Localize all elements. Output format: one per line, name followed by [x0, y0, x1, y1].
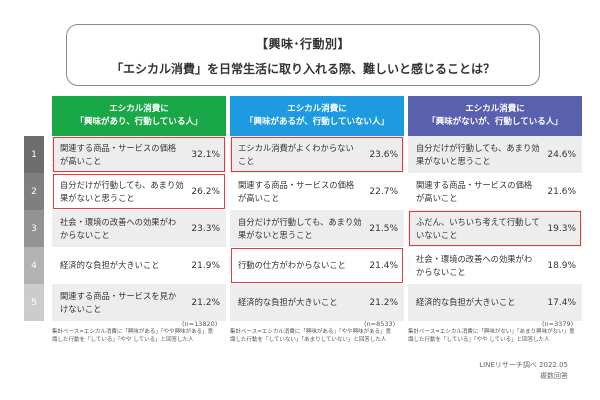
column-header-line2: 「興味があるが、行動していない人」	[244, 117, 390, 127]
column-header: エシカル消費に 「興味があるが、行動していない人」	[230, 96, 404, 136]
row-label: 自分だけが行動しても、あまり効 果がないと思うこと	[238, 217, 362, 240]
row-label: 関連する商品・サービスの価格 が高いこと	[238, 180, 355, 203]
rank-2: 2	[24, 173, 44, 210]
row-value: 18.9%	[547, 260, 576, 271]
column-header: エシカル消費に 「興味があり、行動している人」	[52, 96, 226, 136]
answer-type: 複数回答	[540, 372, 568, 381]
column-header-line1: エシカル消費に	[109, 104, 169, 115]
source-line: LINEリサーチ調べ 2022.05	[479, 361, 568, 369]
row-label: 社会・環境の改善への効果がわ からないこと	[60, 217, 177, 240]
table-row: 自分だけが行動しても、あまり効 果がないと思うこと 26.2%	[52, 173, 226, 210]
table-row: 社会・環境の改善への効果がわ からないこと 23.3%	[52, 210, 226, 247]
table-row: 行動の仕方がわからないこと 21.4%	[230, 247, 404, 284]
row-value: 23.6%	[369, 149, 398, 160]
row-label: 行動の仕方がわからないこと	[238, 260, 346, 271]
table-row: 自分だけが行動しても、あまり効 果がないと思うこと 24.6%	[408, 136, 582, 173]
table-row: 経済的な負担が大きいこと 21.2%	[230, 284, 404, 321]
column-not-interested-acting: エシカル消費に 「興味がないが、行動している人」 自分だけが行動しても、あまり効…	[408, 96, 582, 321]
column-header: エシカル消費に 「興味がないが、行動している人」	[408, 96, 582, 136]
row-value: 17.4%	[547, 297, 576, 308]
row-label: 社会・環境の改善への効果がわ からないこと	[416, 254, 533, 277]
title-category: 【興味･行動別】	[255, 37, 350, 51]
row-value: 26.2%	[191, 186, 220, 197]
row-value: 21.6%	[547, 186, 576, 197]
table-row: 関連する商品・サービスの価格 が高いこと 21.6%	[408, 173, 582, 210]
row-label: 関連する商品・サービスの価格 が高いこと	[60, 143, 177, 166]
rank-1: 1	[24, 136, 44, 173]
row-label: 関連する商品・サービスの価格 が高いこと	[416, 180, 533, 203]
column-interested-not-acting: エシカル消費に 「興味があるが、行動していない人」 エシカル消費がよくわからない…	[230, 96, 404, 321]
column-interested-acting: エシカル消費に 「興味があり、行動している人」 関連する商品・サービスの価格 が高…	[52, 96, 226, 321]
table-row: 関連する商品・サービスの価格 が高いこと 22.7%	[230, 173, 404, 210]
row-label: 経済的な負担が大きいこと	[60, 260, 160, 271]
title-box: 【興味･行動別】 「エシカル消費」を日常生活に取り入れる際、難しいと感じることは…	[66, 24, 540, 86]
row-value: 23.3%	[191, 223, 220, 234]
sample-size-col1: (n=13820)	[182, 320, 218, 328]
table-row: 自分だけが行動しても、あまり効 果がないと思うこと 21.5%	[230, 210, 404, 247]
sample-size-col3: (n=3379)	[542, 320, 574, 328]
row-value: 21.2%	[369, 297, 398, 308]
rank-5: 5	[24, 284, 44, 321]
row-value: 21.2%	[191, 297, 220, 308]
rank-3: 3	[24, 210, 44, 247]
row-value: 19.3%	[547, 223, 576, 234]
row-label: 自分だけが行動しても、あまり効 果がないと思うこと	[416, 143, 540, 166]
column-header-line2: 「興味がないが、行動している人」	[427, 117, 563, 127]
row-value: 22.7%	[369, 186, 398, 197]
row-value: 21.5%	[369, 223, 398, 234]
footnote-col1: 集計ベース=エシカル消費に「興味がある」「やや興味がある」意 識した行動を「して…	[52, 329, 214, 344]
footnote-col3: 集計ベース=エシカル消費に「興味がない」「あまり興味がない」意 識した行動を「し…	[408, 329, 575, 344]
table-row: 社会・環境の改善への効果がわ からないこと 18.9%	[408, 247, 582, 284]
table-row: 経済的な負担が大きいこと 21.9%	[52, 247, 226, 284]
table-row: エシカル消費がよくわからない こと 23.6%	[230, 136, 404, 173]
footnote-col2: 集計ベース=エシカル消費に「興味がある」「やや興味がある」意 識した行動を「して…	[230, 329, 392, 344]
row-label: ふだん、いちいち考えて行動して いないこと	[416, 217, 540, 240]
table-row: 経済的な負担が大きいこと 17.4%	[408, 284, 582, 321]
table-row: 関連する商品・サービスを見か けないこと 21.2%	[52, 284, 226, 321]
column-header-line1: エシカル消費に	[465, 104, 525, 115]
row-label: エシカル消費がよくわからない こと	[238, 143, 354, 166]
table-row: 関連する商品・サービスの価格 が高いこと 32.1%	[52, 136, 226, 173]
table-row: ふだん、いちいち考えて行動して いないこと 19.3%	[408, 210, 582, 247]
rank-column: 1 2 3 4 5	[24, 96, 44, 321]
row-value: 32.1%	[191, 149, 220, 160]
row-value: 21.9%	[191, 260, 220, 271]
row-label: 経済的な負担が大きいこと	[416, 297, 516, 308]
row-label: 経済的な負担が大きいこと	[238, 297, 338, 308]
column-header-line1: エシカル消費に	[287, 104, 347, 115]
title-question: 「エシカル消費」を日常生活に取り入れる際、難しいと感じることは？	[110, 62, 495, 76]
rank-4: 4	[24, 247, 44, 284]
row-value: 21.4%	[369, 260, 398, 271]
sample-size-col2: (n=8533)	[364, 320, 396, 328]
row-value: 24.6%	[547, 149, 576, 160]
row-label: 関連する商品・サービスを見か けないこと	[60, 291, 177, 314]
source-note: LINEリサーチ調べ 2022.05 複数回答	[479, 360, 568, 382]
column-header-line2: 「興味があり、行動している人」	[75, 117, 203, 127]
row-label: 自分だけが行動しても、あまり効 果がないと思うこと	[60, 180, 184, 203]
